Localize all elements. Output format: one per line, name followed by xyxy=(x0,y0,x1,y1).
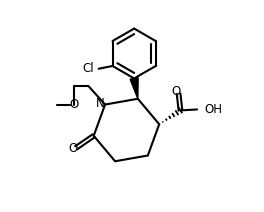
Text: O: O xyxy=(68,142,77,155)
Text: O: O xyxy=(69,98,78,111)
Text: N: N xyxy=(96,97,104,110)
Polygon shape xyxy=(130,78,138,99)
Text: OH: OH xyxy=(204,103,222,116)
Text: O: O xyxy=(172,85,181,98)
Text: Cl: Cl xyxy=(82,62,94,75)
